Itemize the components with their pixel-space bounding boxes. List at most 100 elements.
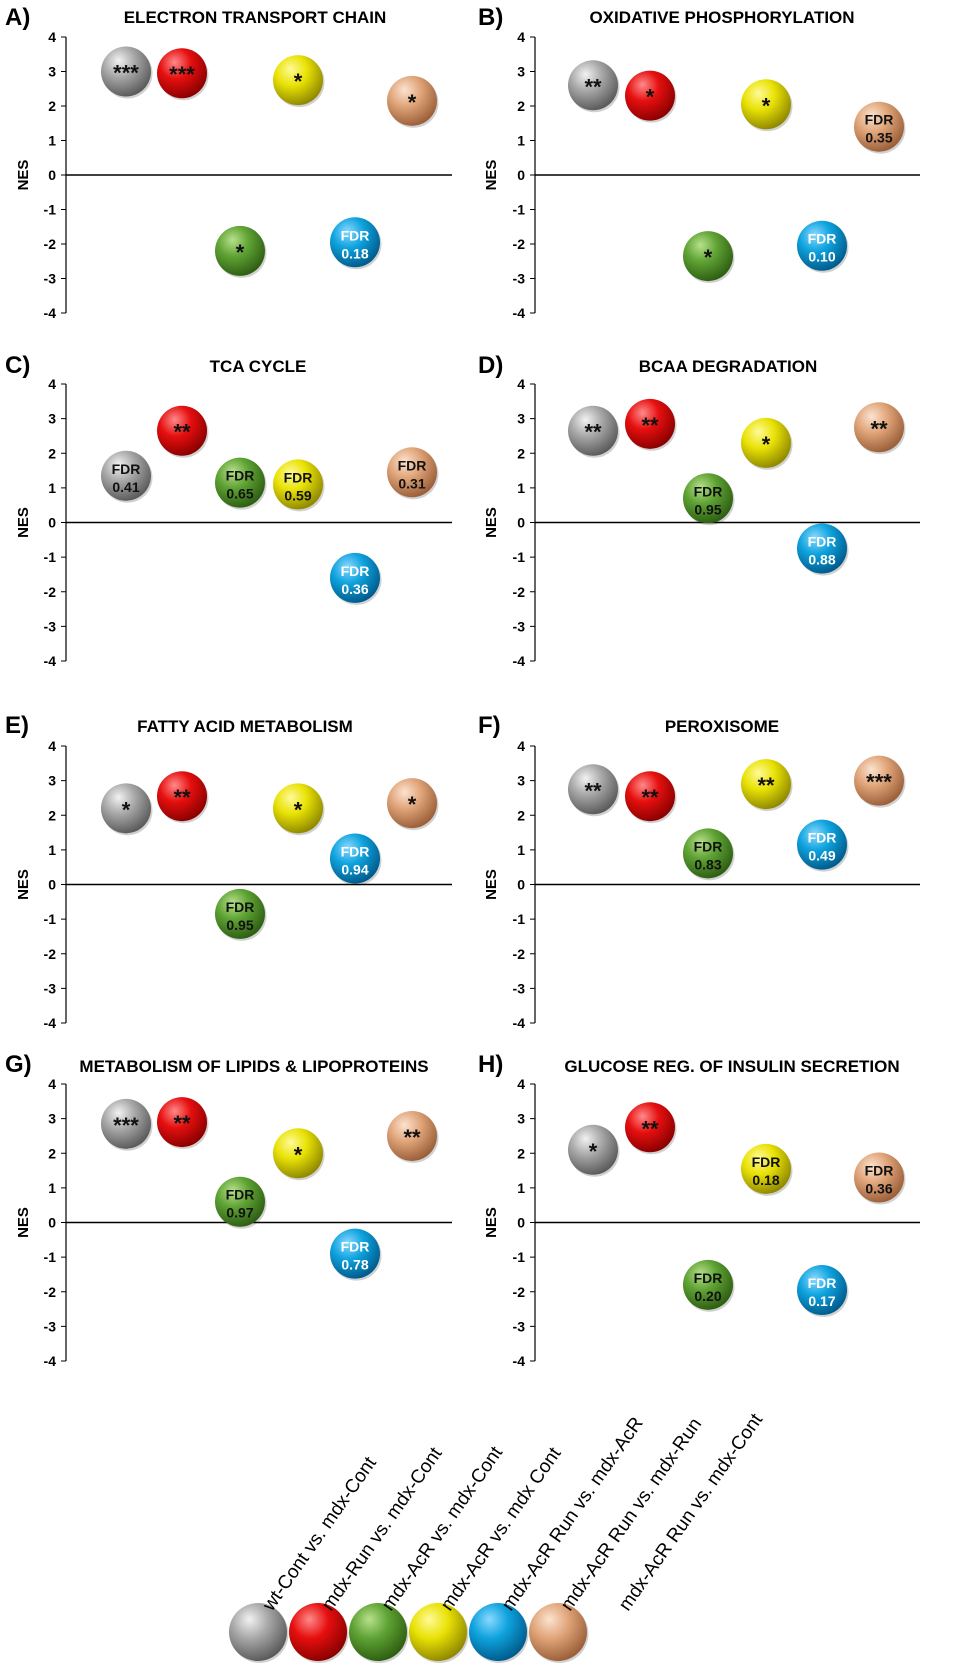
y-tick-label: 4 xyxy=(48,376,56,392)
y-tick-label: -4 xyxy=(44,1353,57,1369)
data-point-ball xyxy=(157,405,207,456)
y-tick-label: 1 xyxy=(48,842,56,858)
significance-label: *** xyxy=(169,62,195,87)
y-tick-label: -4 xyxy=(513,305,526,321)
data-point: FDR 0.83 xyxy=(683,828,735,881)
data-point: FDR 0.59 xyxy=(273,459,325,512)
data-point: FDR 0.49 xyxy=(797,819,849,872)
y-tick-label: -1 xyxy=(513,549,526,565)
y-tick-label: -1 xyxy=(44,911,57,927)
fdr-value: 0.65 xyxy=(226,486,253,502)
y-tick-label: -3 xyxy=(44,1318,57,1334)
y-axis-label: NES xyxy=(483,869,500,900)
panel-title: PEROXISOME xyxy=(665,717,779,736)
fdr-label: FDR xyxy=(284,469,313,485)
y-tick-label: 1 xyxy=(517,480,525,496)
fdr-value: 0.18 xyxy=(752,1172,779,1188)
data-point: * xyxy=(741,417,793,470)
significance-label: ** xyxy=(584,778,602,803)
data-point-ball xyxy=(683,231,733,282)
data-point: ** xyxy=(854,402,906,455)
fdr-value: 0.36 xyxy=(341,581,368,597)
data-point: FDR 0.18 xyxy=(330,217,382,270)
data-point-ball xyxy=(273,783,323,834)
data-point-ball xyxy=(101,783,151,834)
significance-label: * xyxy=(294,1142,303,1167)
significance-label: ** xyxy=(584,74,602,99)
fdr-label: FDR xyxy=(808,1275,837,1291)
data-point-ball xyxy=(330,1228,380,1279)
y-tick-label: 3 xyxy=(48,773,56,789)
y-tick-label: -1 xyxy=(44,1249,57,1265)
y-tick-label: 0 xyxy=(48,877,56,893)
y-tick-label: 1 xyxy=(517,1180,525,1196)
fdr-value: 0.20 xyxy=(694,1288,721,1304)
data-point: ** xyxy=(625,771,677,824)
data-point: * xyxy=(683,231,735,284)
data-point-ball xyxy=(683,1259,733,1310)
legend-swatch-ball xyxy=(229,1603,287,1661)
panel-h: H) GLUCOSE REG. OF INSULIN SECRETION 4 3 2 1 0… xyxy=(478,1051,920,1369)
data-point: FDR 0.10 xyxy=(797,220,849,273)
significance-label: ** xyxy=(173,1111,191,1136)
significance-label: *** xyxy=(866,770,892,795)
data-point-ball xyxy=(387,1110,437,1161)
fdr-label: FDR xyxy=(694,838,723,854)
legend-swatch xyxy=(409,1603,469,1663)
panel-letter: F) xyxy=(478,712,501,739)
data-point-ball xyxy=(568,405,618,456)
y-tick-label: -1 xyxy=(44,202,57,218)
data-point: * xyxy=(387,778,439,831)
significance-label: ** xyxy=(403,1125,421,1150)
y-tick-label: 1 xyxy=(48,480,56,496)
legend-swatch-ball xyxy=(469,1603,527,1661)
data-point-ball xyxy=(273,1128,323,1179)
data-point: * xyxy=(273,783,325,836)
y-tick-label: 2 xyxy=(517,98,525,114)
panel-title: METABOLISM OF LIPIDS & LIPOPROTEINS xyxy=(79,1057,428,1076)
y-tick-label: -3 xyxy=(513,618,526,634)
data-point: FDR 0.95 xyxy=(683,473,735,526)
data-point: * xyxy=(741,79,793,132)
panel-title: ELECTRON TRANSPORT CHAIN xyxy=(124,8,387,27)
panel-letter: H) xyxy=(478,1051,503,1078)
panel-letter: A) xyxy=(5,4,30,31)
y-tick-label: -2 xyxy=(513,584,526,600)
data-point: FDR 0.94 xyxy=(330,833,382,886)
data-point-ball xyxy=(273,459,323,510)
fdr-value: 0.10 xyxy=(808,249,835,265)
y-tick-label: 4 xyxy=(517,376,525,392)
panel-title: OXIDATIVE PHOSPHORYLATION xyxy=(589,8,854,27)
y-tick-label: 0 xyxy=(517,877,525,893)
data-point-ball xyxy=(215,225,265,276)
data-point-ball xyxy=(215,457,265,508)
data-point: FDR 0.36 xyxy=(854,1152,906,1205)
panel-a: A) ELECTRON TRANSPORT CHAIN 4 3 2 1 0 -1 -2 -3 -4 N… xyxy=(5,4,452,321)
fdr-value: 0.88 xyxy=(808,551,835,567)
data-point: FDR 0.35 xyxy=(854,101,906,154)
y-tick-label: 4 xyxy=(517,738,525,754)
fdr-label: FDR xyxy=(808,231,837,247)
data-point-ball xyxy=(625,398,675,449)
data-point: FDR 0.97 xyxy=(215,1176,267,1229)
panel-letter: C) xyxy=(5,352,30,379)
fdr-label: FDR xyxy=(865,1162,894,1178)
significance-label: * xyxy=(589,1139,598,1164)
data-point: FDR 0.78 xyxy=(330,1228,382,1281)
fdr-label: FDR xyxy=(341,1239,370,1255)
panel-g: G) METABOLISM OF LIPIDS & LIPOPROTEINS 4 3 2… xyxy=(5,1051,452,1369)
data-point: *** xyxy=(157,48,209,101)
data-point: *** xyxy=(101,1098,153,1151)
data-point-ball xyxy=(683,473,733,524)
y-axis-label: NES xyxy=(483,507,500,538)
y-tick-label: -4 xyxy=(513,1353,526,1369)
panel-title: TCA CYCLE xyxy=(210,357,307,376)
data-point-ball xyxy=(797,1265,847,1316)
y-tick-label: 3 xyxy=(517,773,525,789)
data-point-ball xyxy=(568,764,618,815)
significance-label: * xyxy=(294,69,303,94)
y-tick-label: 2 xyxy=(517,807,525,823)
legend-swatch-ball xyxy=(289,1603,347,1661)
significance-label: * xyxy=(408,90,417,115)
